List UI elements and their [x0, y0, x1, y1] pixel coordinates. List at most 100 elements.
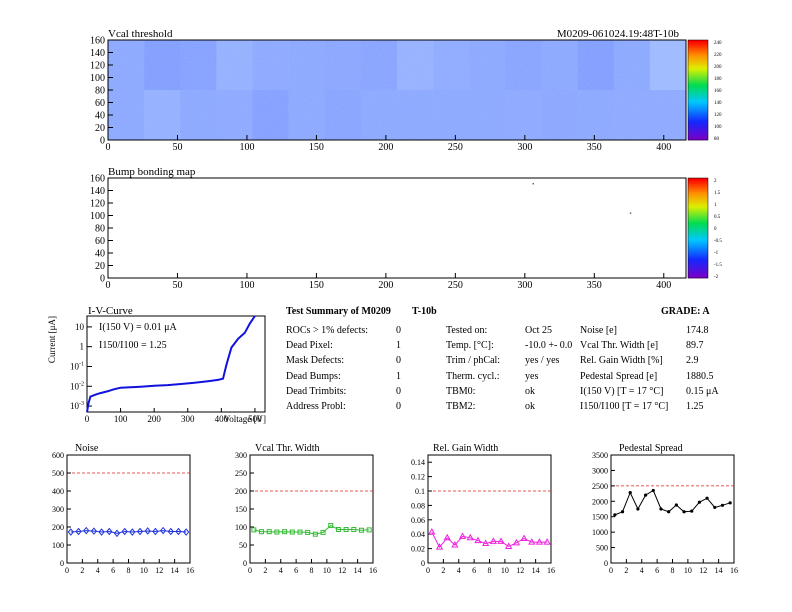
bump-scale-swatch: [688, 216, 708, 219]
bump-title: Bump bonding map: [108, 166, 196, 178]
bump-scale-swatch: [688, 178, 708, 181]
summary-value-4: 0: [396, 385, 401, 397]
bump-scale-swatch: [688, 238, 708, 241]
bump-scale-swatch: [688, 266, 708, 269]
vcal-ytick-label: 40: [95, 111, 105, 122]
vcal-scale-label: 200: [714, 65, 722, 70]
vcal-scale-swatch: [688, 46, 708, 49]
gain-width-xtick-label: 10: [501, 566, 509, 575]
gain-width-point: [451, 540, 459, 548]
pedestal-xtick-label: 10: [684, 566, 692, 575]
noise-point: [90, 527, 98, 535]
pedestal-point: [659, 507, 663, 511]
gain-width-point: [543, 538, 551, 545]
gain-width-ytick-label: 0.08: [411, 501, 425, 510]
summary-k2-4: TBM0:: [446, 385, 476, 397]
pedestal-ytick-label: 3500: [592, 451, 608, 460]
bump-scale-swatch: [688, 234, 708, 237]
bump-scale-swatch: [688, 236, 708, 239]
gain-width-xtick-label: 4: [457, 566, 461, 575]
vcal-scale-swatch: [688, 84, 708, 87]
noise-ytick-label: 400: [52, 487, 64, 496]
gain-width-frame: [427, 454, 552, 564]
gain-width-point: [505, 542, 513, 549]
gain-width-point: [466, 533, 474, 541]
iv-annotation-ratio: I150/I100 = 1.25: [99, 340, 167, 351]
bump-scale-swatch: [688, 226, 708, 229]
bump-scale-swatch: [688, 192, 708, 195]
gain-width-point: [474, 536, 482, 544]
vcal-width-ytick-label: 0: [243, 559, 247, 568]
vcal-scale-swatch: [688, 104, 708, 107]
summary-label-1: Dead Pixel:: [286, 340, 333, 352]
bump-xtick-label: 100: [239, 280, 254, 291]
vcal-scale-label: 100: [714, 125, 722, 130]
bump-ytick-label: 20: [95, 261, 105, 272]
vcal-ytick-label: 0: [100, 136, 105, 147]
vcal-scale-swatch: [688, 72, 708, 75]
vcal-scale-frame: [687, 39, 709, 141]
bump-scale-swatch: [688, 224, 708, 227]
vcal-scale-swatch: [688, 48, 708, 51]
summary-v3-3: 1880.5: [686, 370, 714, 382]
bump-scale-swatch: [688, 246, 708, 249]
summary-v3-4: 0.15 μA: [686, 385, 719, 397]
gain-width-xtick-label: 2: [441, 566, 445, 575]
summary-k2-1: Temp. [°C]:: [446, 340, 494, 352]
vcal-width-point: [251, 527, 257, 533]
summary-k2-2: Trim / phCal:: [446, 355, 501, 367]
noise-point: [175, 527, 182, 536]
bump-scale-label: -2: [714, 275, 719, 280]
iv-ytick-label: 10-1: [70, 361, 84, 371]
pedestal-point: [613, 513, 617, 517]
vcal-width-ytick-label: 150: [235, 505, 247, 514]
vcal-scale-swatch: [688, 114, 708, 117]
pedestal-point: [705, 496, 709, 500]
vcal-width-point: [297, 529, 303, 535]
summary-v2-2: yes / yes: [525, 355, 560, 367]
bump-scale-swatch: [688, 258, 708, 261]
pedestal-xtick-label: 14: [715, 566, 723, 575]
noise-xtick-label: 12: [155, 566, 163, 575]
bump-scale-frame: [687, 177, 709, 279]
vcal-width-ytick-label: 250: [235, 469, 247, 478]
vcal-xtick-label: 0: [106, 142, 111, 153]
vcal-scale-label: 220: [714, 53, 722, 58]
vcal-scale-swatch: [688, 78, 708, 81]
iv-curve-panel: I-V-Curve 0 100 200 300 400 500 10-3 10-2 10-1 1 1…: [47, 305, 266, 424]
vcal-scale-swatch: [688, 100, 708, 103]
pedestal-point: [720, 503, 725, 507]
vcal-width-xtick-label: 10: [323, 566, 331, 575]
noise-ytick-label: 200: [52, 523, 64, 532]
bump-color-scale: -2 -1.5 -1 -0.5 0 0.5 1 1.5 2: [687, 177, 722, 280]
noise-xtick-label: 4: [96, 566, 100, 575]
bump-scale-swatch: [688, 182, 708, 185]
vcal-noise-overlay: [108, 40, 686, 140]
vcal-scale-label: 80: [714, 137, 720, 142]
noise-title: Noise: [75, 443, 99, 454]
module-id: M0209-061024.19:48T-10b: [557, 28, 680, 40]
iv-xtick-label: 400: [215, 414, 229, 424]
vcal-width-point: [259, 529, 265, 535]
vcal-scale-swatch: [688, 124, 708, 127]
noise-point: [167, 527, 174, 536]
iv-frame: [86, 315, 266, 413]
bump-scale-label: 1.5: [714, 191, 721, 196]
bump-scale-label: 2: [714, 179, 717, 184]
vcal-width-point: [351, 527, 357, 533]
iv-ytick-label: 10-2: [70, 381, 84, 391]
vcal-threshold-panel: Vcal threshold M0209-061024.19:48T-10b 0…: [90, 28, 722, 153]
vcal-xtick-label: 50: [172, 142, 182, 153]
bump-scale-label: 1: [714, 203, 717, 208]
pedestal-title: Pedestal Spread: [619, 443, 683, 454]
pedestal-point: [620, 510, 625, 514]
vcal-xtick-label: 100: [239, 142, 254, 153]
summary-k2-0: Tested on:: [446, 325, 488, 336]
summary-title: Test Summary of M0209: [286, 306, 391, 317]
vcal-ytick-label: 160: [90, 36, 105, 47]
bump-xtick-label: 200: [378, 280, 393, 291]
noise-ytick-label: 600: [52, 451, 64, 460]
bump-ytick-label: 100: [90, 211, 105, 222]
vcal-scale-swatch: [688, 62, 708, 65]
